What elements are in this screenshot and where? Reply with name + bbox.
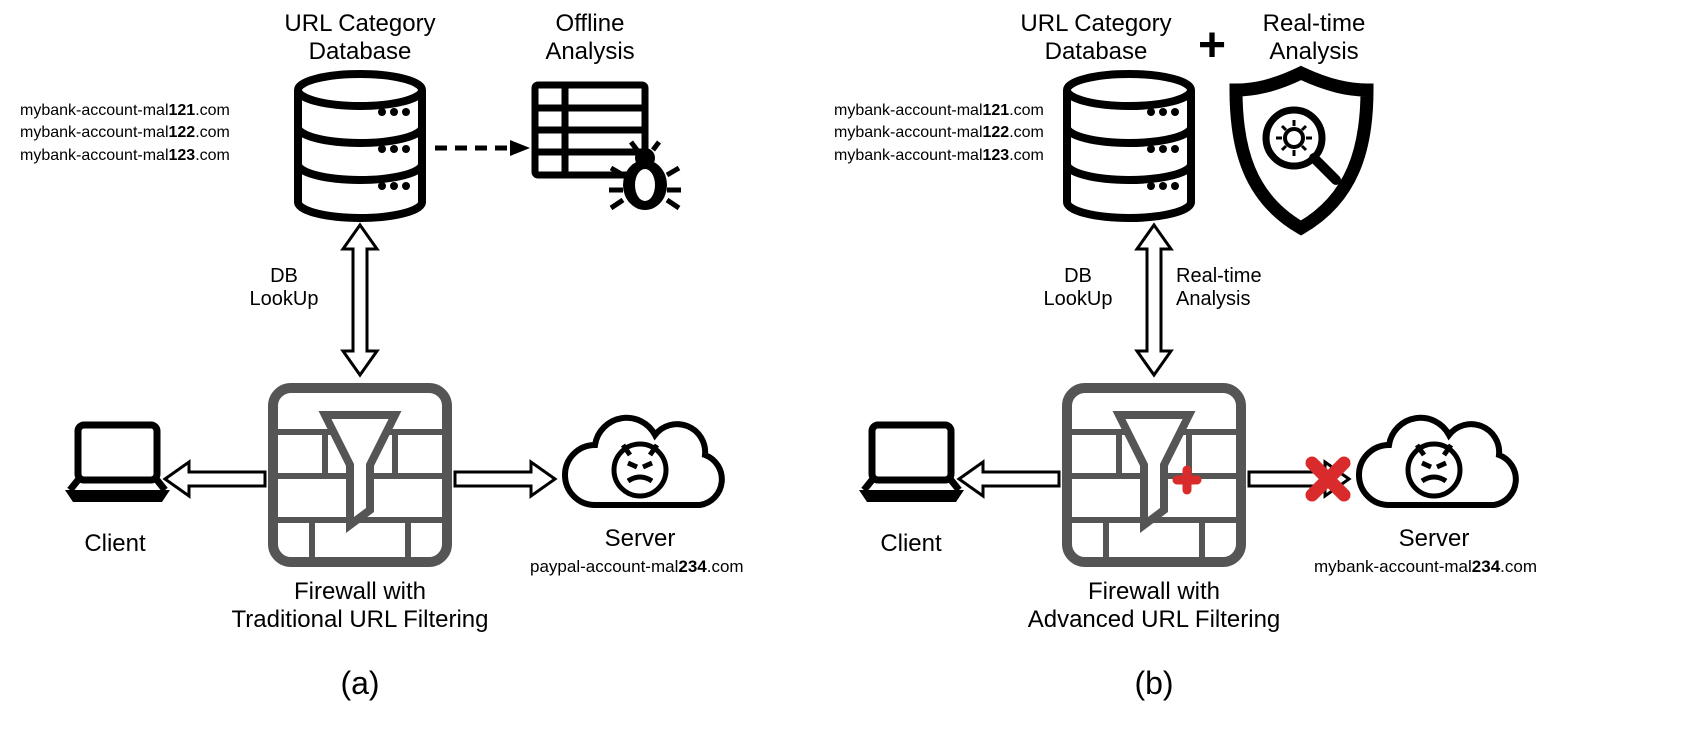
database-icon xyxy=(290,72,430,227)
server-url-b: mybank-account-mal234.com xyxy=(1314,555,1537,579)
figure-label-b: (b) xyxy=(1124,665,1184,702)
double-arrow-vertical-icon xyxy=(343,225,377,380)
server-label-b: Server xyxy=(1384,525,1484,553)
url-item: mybank-account-mal121.com xyxy=(834,100,1044,122)
firewall-label-a: Firewall withTraditional URL Filtering xyxy=(220,578,500,634)
dashed-arrow-icon xyxy=(435,138,530,163)
url-item: mybank-account-mal123.com xyxy=(20,145,230,167)
shield-scan-icon xyxy=(1224,68,1379,238)
firewall-icon xyxy=(1059,380,1249,575)
firewall-label-b: Firewall withAdvanced URL Filtering xyxy=(1014,578,1294,634)
panel-b: URL CategoryDatabase + Real-timeAnalysis… xyxy=(854,0,1708,744)
offline-title-a: Offline Analysis xyxy=(510,10,670,66)
url-list-b: mybank-account-mal121.com mybank-account… xyxy=(834,100,1044,167)
realtime-title-b: Real-timeAnalysis xyxy=(1234,10,1394,66)
arrow-right-icon xyxy=(455,462,555,501)
url-item: mybank-account-mal122.com xyxy=(20,122,230,144)
url-item: mybank-account-mal121.com xyxy=(20,100,230,122)
blocked-x-icon xyxy=(1304,455,1352,508)
server-url-a: paypal-account-mal234.com xyxy=(530,555,744,579)
arrow-left-icon xyxy=(165,462,265,501)
laptop-icon xyxy=(854,420,969,515)
url-item: mybank-account-mal123.com xyxy=(834,145,1044,167)
panel-a: URL Category Database Offline Analysis m… xyxy=(0,0,854,744)
malicious-cloud-icon xyxy=(555,415,725,535)
client-label-b: Client xyxy=(866,530,956,558)
db-title-a: URL Category Database xyxy=(260,10,460,66)
db-lookup-label-b: DBLookUp xyxy=(1028,265,1128,311)
database-icon xyxy=(1059,72,1199,227)
malicious-cloud-icon xyxy=(1349,415,1519,535)
url-item: mybank-account-mal122.com xyxy=(834,122,1044,144)
figure-label-a: (a) xyxy=(330,665,390,702)
double-arrow-vertical-icon xyxy=(1137,225,1171,380)
plus-sign: + xyxy=(1198,18,1226,73)
firewall-icon xyxy=(265,380,455,575)
db-title-b: URL CategoryDatabase xyxy=(996,10,1196,66)
server-label-a: Server xyxy=(590,525,690,553)
db-lookup-label-a: DBLookUp xyxy=(234,265,334,311)
laptop-icon xyxy=(60,420,175,515)
arrow-left-icon xyxy=(959,462,1059,501)
offline-analysis-icon xyxy=(530,80,680,220)
client-label-a: Client xyxy=(70,530,160,558)
rt-analysis-label-b: Real-timeAnalysis xyxy=(1176,265,1296,311)
url-list-a: mybank-account-mal121.com mybank-account… xyxy=(20,100,230,167)
